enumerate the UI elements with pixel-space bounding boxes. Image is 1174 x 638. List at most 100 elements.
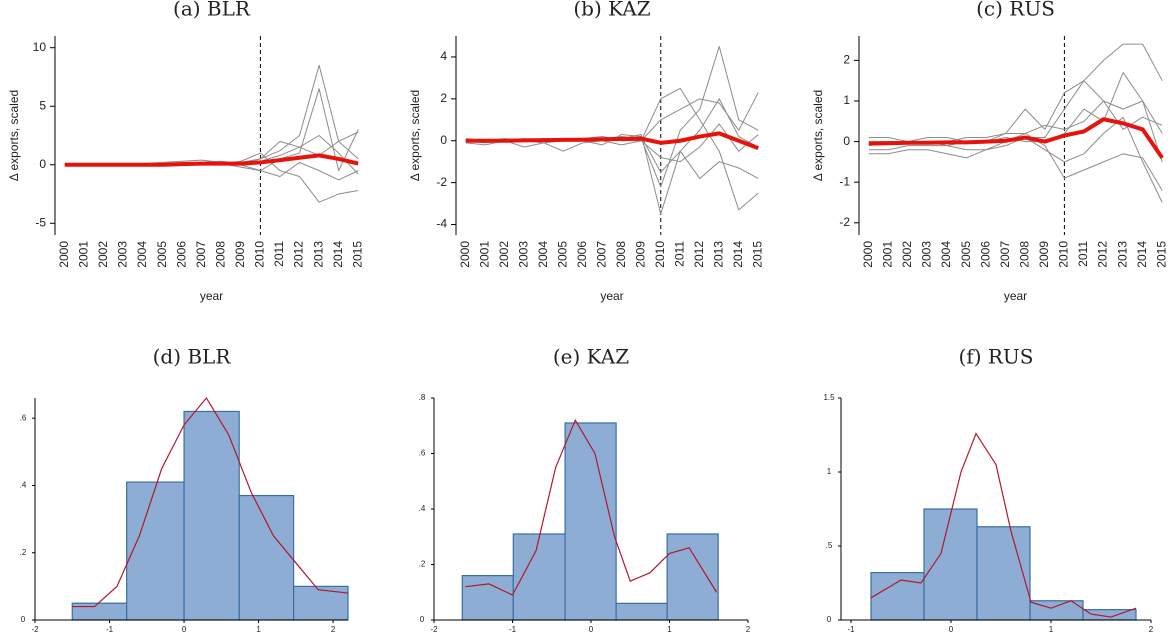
y-tick-label: .8 bbox=[419, 393, 426, 402]
x-tick-label: -1 bbox=[509, 625, 517, 634]
series-line bbox=[64, 153, 359, 167]
y-tick-label: -5 bbox=[35, 215, 46, 229]
x-tick-label: 2005 bbox=[959, 241, 973, 268]
x-tick-label: 2008 bbox=[1017, 241, 1031, 268]
y-tick-label: 10 bbox=[33, 40, 47, 54]
y-tick-label: .5 bbox=[826, 541, 833, 550]
x-tick-label: 1 bbox=[1049, 625, 1054, 634]
x-tick-label: 2013 bbox=[1115, 241, 1129, 268]
y-tick-label: 0 bbox=[827, 615, 832, 624]
x-tick-label: 2001 bbox=[881, 241, 895, 268]
y-tick-label: .4 bbox=[20, 481, 27, 490]
histogram-bar bbox=[512, 533, 566, 621]
x-tick-label: 2015 bbox=[750, 241, 764, 268]
series-line bbox=[64, 64, 359, 166]
x-tick-label: 0 bbox=[589, 625, 594, 634]
x-tick-label: 2 bbox=[746, 625, 751, 634]
y-tick-label: 2 bbox=[440, 91, 447, 105]
x-tick-label: 2013 bbox=[311, 241, 325, 268]
density-curve bbox=[465, 418, 718, 596]
histogram-bar bbox=[292, 585, 349, 621]
y-tick-label: -2 bbox=[436, 175, 447, 189]
y-tick-label: 4 bbox=[440, 49, 447, 63]
x-tick-label: 2010 bbox=[653, 241, 667, 268]
x-tick-label: 0 bbox=[949, 625, 954, 634]
x-tick-label: 2011 bbox=[272, 241, 286, 267]
x-tick-label: 2002 bbox=[96, 241, 110, 268]
x-tick-label: 2001 bbox=[77, 241, 91, 268]
x-tick-label: 2010 bbox=[253, 241, 267, 268]
x-axis-label: year bbox=[200, 289, 223, 303]
series-line bbox=[465, 98, 759, 215]
chart-title: (a) BLR bbox=[173, 0, 251, 21]
x-tick-label: 2003 bbox=[116, 241, 130, 268]
series-line bbox=[868, 116, 1163, 203]
series-line bbox=[465, 131, 759, 150]
x-tick-label: 2013 bbox=[711, 241, 725, 268]
x-tick-label: 2015 bbox=[350, 241, 364, 268]
x-tick-label: 2015 bbox=[1154, 241, 1168, 268]
x-tick-label: 2014 bbox=[1135, 241, 1149, 268]
x-tick-label: 2004 bbox=[135, 241, 149, 268]
histogram-bar bbox=[71, 602, 128, 621]
x-tick-label: 2011 bbox=[1076, 241, 1090, 267]
histogram-bar bbox=[666, 533, 719, 621]
x-tick-label: -2 bbox=[31, 625, 39, 634]
histogram-bar bbox=[183, 410, 240, 621]
chart-title: (e) KAZ bbox=[553, 345, 629, 369]
series-line bbox=[868, 72, 1163, 163]
x-tick-label: 2 bbox=[1149, 625, 1154, 634]
x-tick-label: 2004 bbox=[939, 241, 953, 268]
x-tick-label: 2005 bbox=[555, 241, 569, 268]
x-tick-label: 2003 bbox=[516, 241, 530, 268]
y-tick-label: .6 bbox=[419, 449, 426, 458]
density-curve bbox=[72, 396, 349, 608]
y-axis-label: Δ exports, scaled bbox=[811, 90, 825, 181]
y-tick-label: .2 bbox=[20, 548, 27, 557]
series-line bbox=[64, 131, 359, 166]
x-axis-label: year bbox=[600, 289, 623, 303]
x-tick-label: 2014 bbox=[731, 241, 745, 268]
x-tick-label: 0 bbox=[182, 625, 187, 634]
x-tick-label: 1 bbox=[256, 625, 261, 634]
y-tick-label: -1 bbox=[839, 174, 850, 188]
series-line bbox=[868, 80, 1163, 143]
y-tick-label: -4 bbox=[436, 217, 447, 231]
x-tick-label: 2 bbox=[331, 625, 336, 634]
x-tick-label: 2011 bbox=[672, 241, 686, 267]
x-tick-label: 2004 bbox=[536, 241, 550, 268]
histogram-bar bbox=[615, 602, 668, 621]
histogram-bar bbox=[461, 574, 514, 621]
histogram-bar bbox=[923, 508, 978, 621]
x-tick-label: 2012 bbox=[1096, 241, 1110, 268]
x-tick-label: 2010 bbox=[1057, 241, 1071, 268]
chart-title: (b) KAZ bbox=[573, 0, 650, 21]
x-tick-label: 2005 bbox=[155, 241, 169, 268]
x-tick-label: 2000 bbox=[861, 241, 875, 268]
x-axis-label: year bbox=[1004, 289, 1027, 303]
y-tick-label: .6 bbox=[20, 413, 27, 422]
histogram-bar bbox=[870, 572, 925, 621]
chart-title: (c) RUS bbox=[976, 0, 1055, 21]
histogram-bar bbox=[126, 481, 185, 621]
x-tick-label: 2000 bbox=[458, 241, 472, 268]
x-tick-label: 2007 bbox=[594, 241, 608, 268]
x-tick-label: -1 bbox=[847, 625, 855, 634]
histogram-bar bbox=[564, 422, 617, 621]
x-tick-label: 2008 bbox=[614, 241, 628, 268]
x-tick-label: 2012 bbox=[292, 241, 306, 268]
x-tick-label: 2000 bbox=[57, 241, 71, 268]
x-tick-label: 2006 bbox=[575, 241, 589, 268]
y-tick-label: 0 bbox=[420, 615, 425, 624]
y-tick-label: .4 bbox=[419, 504, 426, 513]
x-tick-label: 2007 bbox=[998, 241, 1012, 268]
x-tick-label: 2012 bbox=[692, 241, 706, 268]
series-line bbox=[868, 43, 1163, 143]
x-tick-label: 2006 bbox=[174, 241, 188, 268]
y-tick-label: 1.5 bbox=[823, 393, 835, 402]
x-tick-label: 2009 bbox=[233, 241, 247, 268]
series-line bbox=[64, 152, 359, 203]
x-tick-label: 2006 bbox=[978, 241, 992, 268]
histogram-bar bbox=[976, 526, 1031, 621]
